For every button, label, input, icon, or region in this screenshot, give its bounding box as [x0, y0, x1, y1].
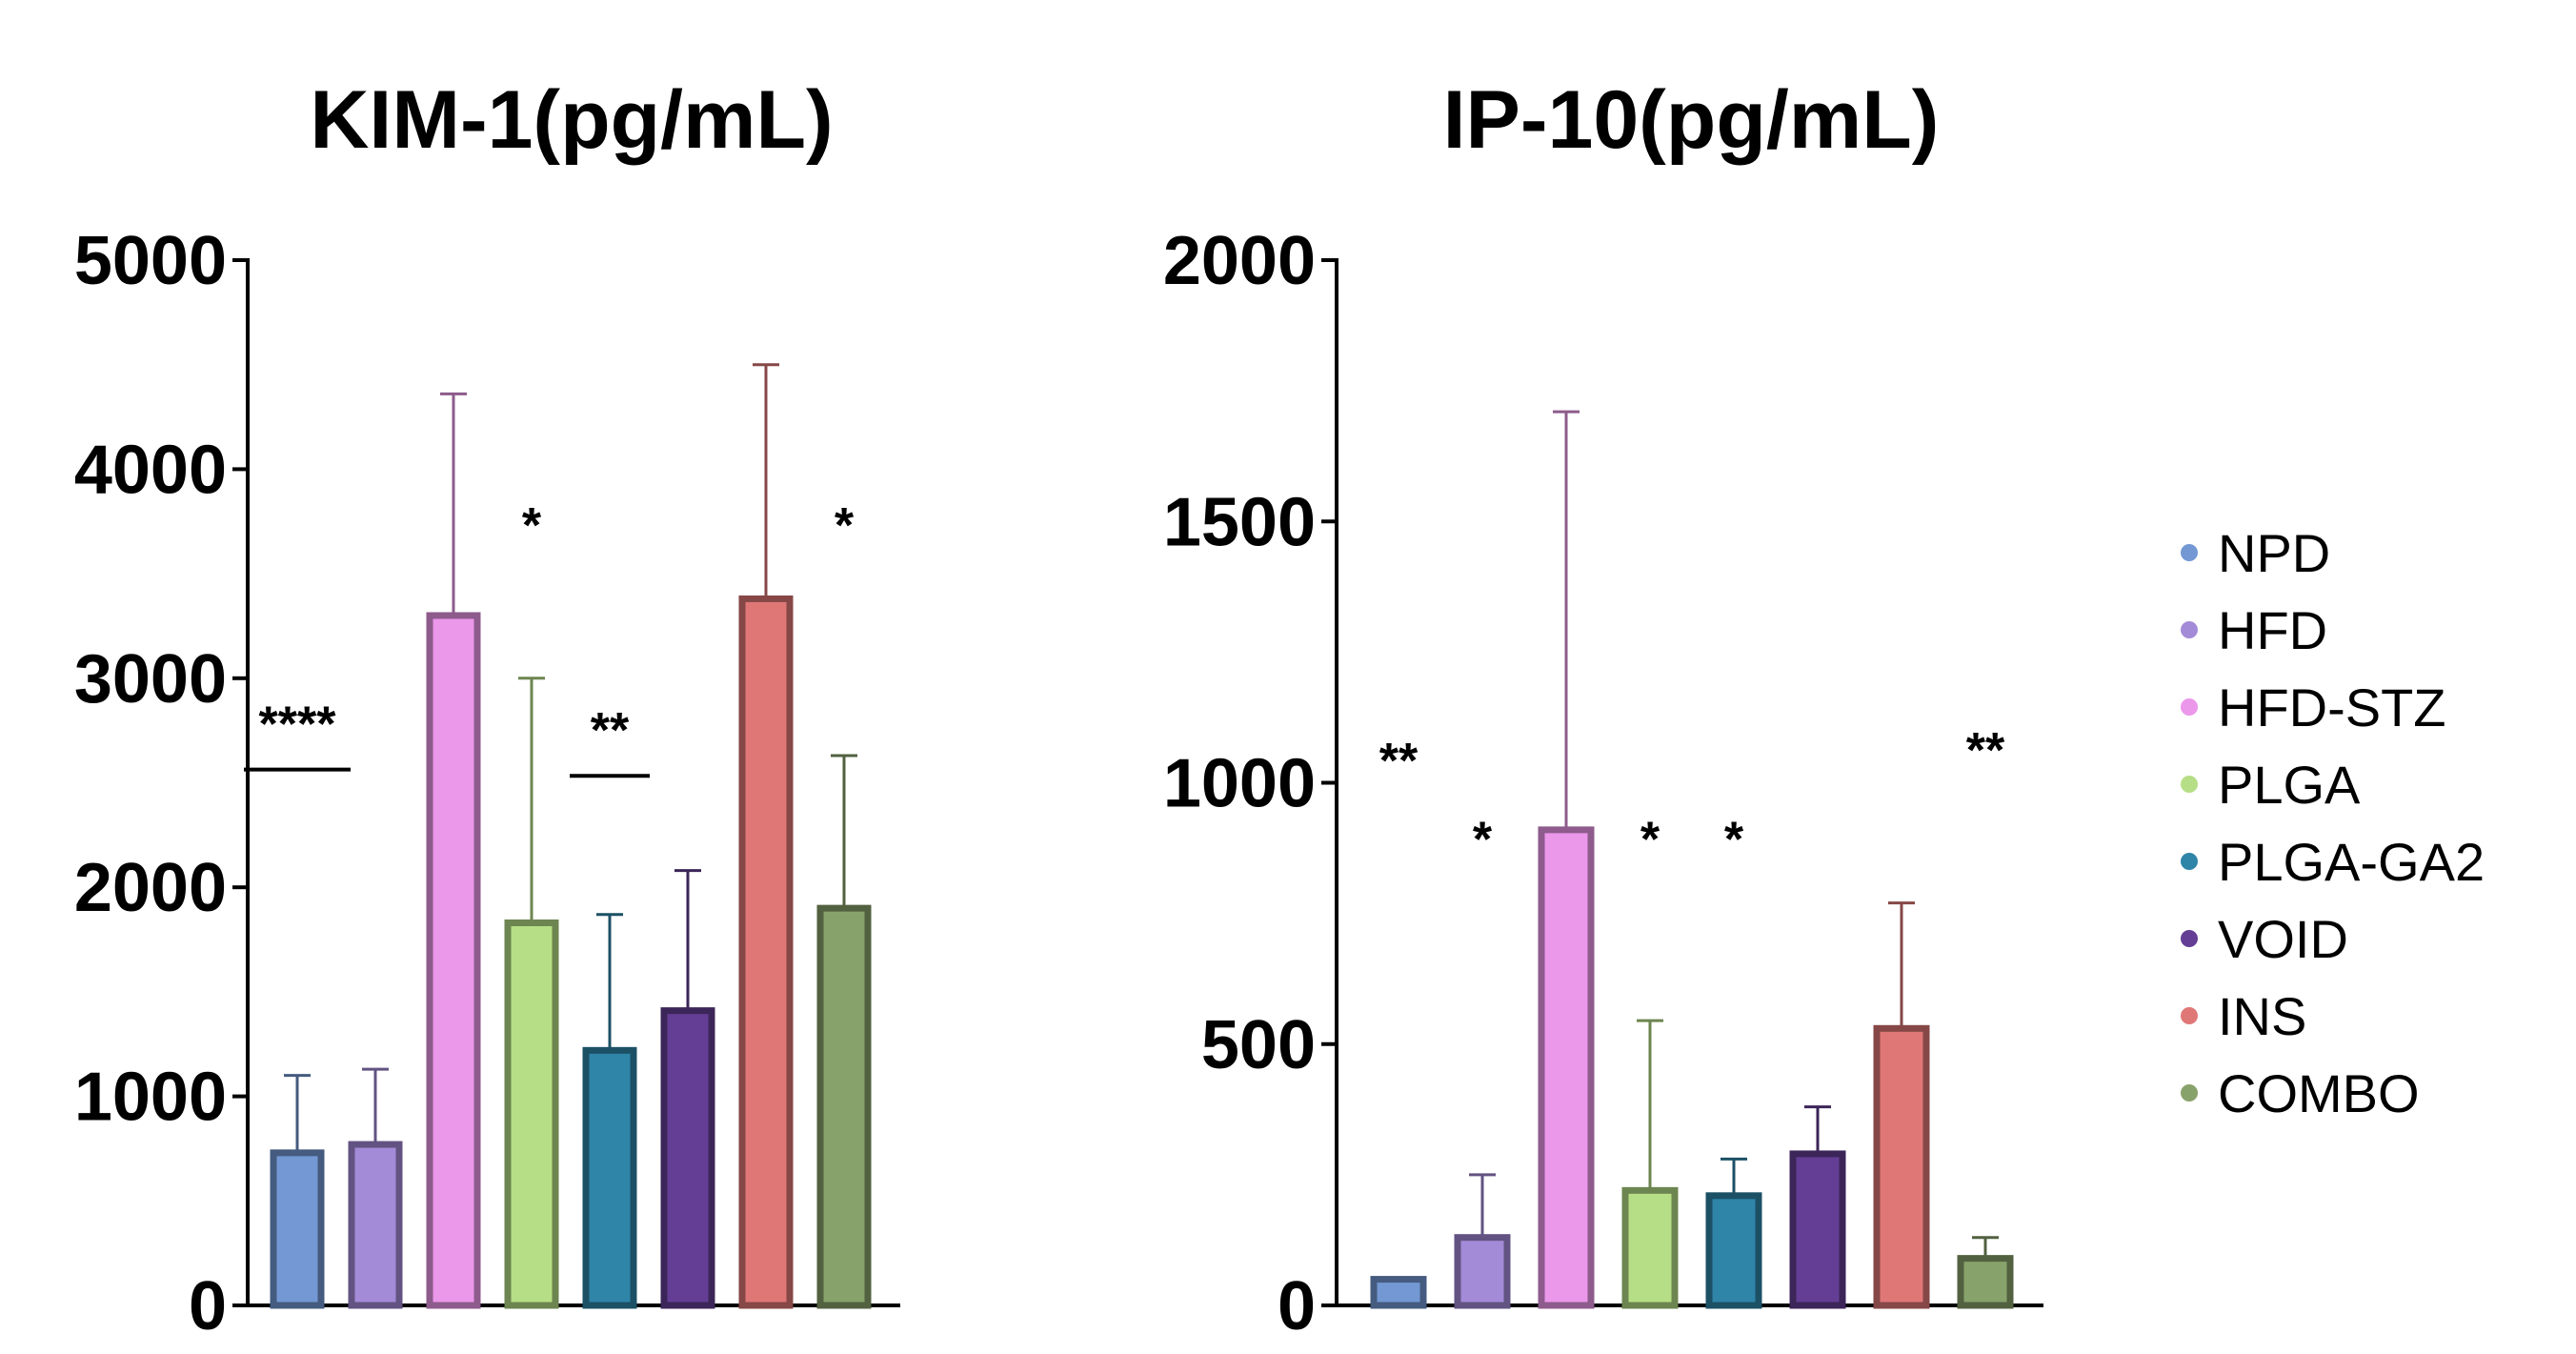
- bar-plga: [1621, 1186, 1679, 1309]
- y-tick-label: 0: [1278, 1268, 1316, 1344]
- significance-label: *: [835, 498, 855, 554]
- bar-hfd: [1454, 1234, 1511, 1309]
- bar-void: [1789, 1150, 1846, 1309]
- bar-npd: [1370, 1276, 1427, 1309]
- legend-label: NPD: [2218, 523, 2330, 583]
- legend-marker: [2181, 1007, 2198, 1024]
- bar-ins: [738, 595, 794, 1309]
- legend-label: PLGA-GA2: [2218, 832, 2485, 892]
- y-tick-label: 1000: [1163, 746, 1316, 822]
- legend-label: VOID: [2218, 909, 2348, 969]
- y-tick-label: 5000: [74, 223, 227, 299]
- significance-label: ****: [259, 697, 337, 753]
- bar-ins: [1873, 1024, 1930, 1309]
- legend-label: INS: [2218, 986, 2306, 1046]
- legend-label: HFD-STZ: [2218, 677, 2446, 738]
- bar-npd: [270, 1149, 325, 1309]
- bar-combo: [1957, 1255, 2014, 1309]
- significance-label: **: [1966, 723, 2005, 778]
- y-tick-label: 1000: [74, 1060, 227, 1136]
- significance-label: **: [591, 703, 630, 758]
- y-tick-label: 2000: [1163, 223, 1316, 299]
- bar-hfd-stz: [1538, 826, 1595, 1309]
- significance-label: *: [1724, 812, 1744, 867]
- significance-label: *: [1640, 812, 1660, 867]
- bar-plga-ga2: [582, 1046, 637, 1309]
- chart-title: KIM-1(pg/mL): [310, 74, 833, 166]
- significance-label: *: [522, 498, 542, 554]
- chart-title: IP-10(pg/mL): [1443, 74, 1940, 166]
- y-tick-label: 0: [189, 1268, 227, 1344]
- y-tick-label: 1500: [1163, 484, 1316, 560]
- legend-marker: [2181, 1084, 2198, 1101]
- legend-marker: [2181, 776, 2198, 793]
- legend-marker: [2181, 544, 2198, 561]
- legend: NPD HFD HFD-STZ PLGA PLGA-GA2 VOID INS COMBO: [2181, 523, 2485, 1123]
- chart-panel-1: KIM-1(pg/mL)010002000300040005000*******…: [74, 74, 900, 1344]
- bar-plga-ga2: [1705, 1192, 1762, 1309]
- legend-label: HFD: [2218, 600, 2327, 660]
- legend-marker: [2181, 621, 2198, 638]
- bar-plga: [504, 919, 559, 1309]
- y-tick-label: 4000: [74, 432, 227, 508]
- bar-hfd-stz: [426, 612, 481, 1309]
- significance-label: **: [1379, 734, 1419, 789]
- legend-marker: [2181, 930, 2198, 947]
- legend-marker: [2181, 853, 2198, 870]
- y-tick-label: 3000: [74, 641, 227, 717]
- bar-hfd: [348, 1141, 403, 1309]
- legend-label: PLGA: [2218, 755, 2361, 815]
- significance-label: *: [1473, 812, 1493, 867]
- y-tick-label: 2000: [74, 850, 227, 926]
- bar-void: [660, 1007, 715, 1309]
- y-tick-label: 500: [1201, 1007, 1316, 1083]
- legend-label: COMBO: [2218, 1063, 2420, 1123]
- legend-marker: [2181, 698, 2198, 716]
- bar-combo: [816, 904, 872, 1309]
